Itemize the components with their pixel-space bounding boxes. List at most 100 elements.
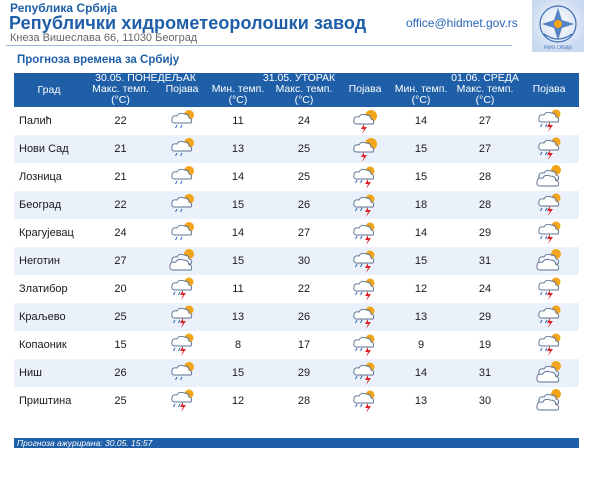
max-temp-cell: 27 — [84, 247, 157, 275]
max-temp-header: Макс. темп. (°C) — [84, 84, 157, 107]
max-temp-cell: 29 — [451, 303, 520, 331]
cloud-storm-icon — [519, 219, 580, 247]
partly-cloudy-icon — [519, 163, 580, 191]
min-temp-cell: 14 — [391, 359, 452, 387]
storm-icon — [339, 163, 392, 191]
max-temp-cell: 24 — [451, 275, 520, 303]
storm-icon — [339, 191, 392, 219]
storm-icon — [339, 359, 392, 387]
partly-cloudy-rain-icon — [157, 359, 207, 387]
storm-icon — [339, 219, 392, 247]
min-temp-cell: 15 — [207, 359, 269, 387]
max-temp-cell: 22 — [269, 275, 339, 303]
city-name: Крагујевац — [14, 219, 84, 247]
min-temp-cell: 13 — [391, 303, 452, 331]
max-temp-cell: 29 — [269, 359, 339, 387]
max-temp-cell: 19 — [451, 331, 520, 359]
max-temp-cell: 25 — [84, 303, 157, 331]
max-temp-cell: 26 — [269, 303, 339, 331]
site-header: Република Србија Републички хидрометеоро… — [0, 0, 592, 60]
city-name: Краљево — [14, 303, 84, 331]
max-temp-cell: 21 — [84, 135, 157, 163]
max-temp-cell: 28 — [451, 191, 520, 219]
day-header-1: 30.05. ПОНЕДЕЉАК — [84, 73, 207, 84]
max-temp-header: Макс. темп. (°C) — [451, 84, 520, 107]
max-temp-cell: 26 — [269, 191, 339, 219]
max-temp-cell: 27 — [451, 107, 520, 135]
partly-cloudy-icon — [157, 247, 207, 275]
min-temp-cell: 11 — [207, 275, 269, 303]
max-temp-header: Макс. темп. (°C) — [269, 84, 339, 107]
phenomenon-header: Појава — [519, 84, 580, 107]
day-header-2: 31.05. УТОРАК — [207, 73, 392, 84]
table-row: Неготин 27 15 30 15 31 — [14, 247, 580, 275]
cloud-storm-icon — [157, 331, 207, 359]
partly-cloudy-rain-icon — [157, 135, 207, 163]
min-temp-cell: 14 — [391, 107, 452, 135]
table-row: Копаоник 15 8 17 9 19 — [14, 331, 580, 359]
partly-cloudy-rain-icon — [157, 191, 207, 219]
email-link[interactable]: office@hidmet.gov.rs — [406, 16, 518, 30]
max-temp-cell: 25 — [84, 387, 157, 415]
min-temp-cell: 14 — [207, 163, 269, 191]
city-header: Град — [14, 73, 84, 107]
institute-logo-icon[interactable]: РХМЗ СРБИЈЕ — [532, 0, 584, 52]
partly-cloudy-icon — [519, 387, 580, 415]
table-row: Златибор 20 11 22 12 24 — [14, 275, 580, 303]
table-row: Ниш 26 15 29 14 31 — [14, 359, 580, 387]
min-temp-cell: 15 — [207, 247, 269, 275]
city-name: Копаоник — [14, 331, 84, 359]
storm-icon — [339, 247, 392, 275]
min-temp-cell: 14 — [391, 219, 452, 247]
update-footer: Прогноза ажурирана: 30.05. 15:57 — [14, 438, 579, 448]
storm-icon — [339, 387, 392, 415]
max-temp-cell: 26 — [84, 359, 157, 387]
max-temp-cell: 22 — [84, 191, 157, 219]
min-temp-cell: 12 — [207, 387, 269, 415]
max-temp-cell: 28 — [269, 387, 339, 415]
min-temp-cell: 15 — [391, 135, 452, 163]
table-row: Крагујевац 24 14 27 14 29 — [14, 219, 580, 247]
min-temp-cell: 14 — [207, 219, 269, 247]
partly-cloudy-rain-icon — [157, 163, 207, 191]
cloud-storm-icon — [157, 275, 207, 303]
max-temp-cell: 28 — [451, 163, 520, 191]
table-row: Лозница 21 14 25 15 28 — [14, 163, 580, 191]
max-temp-cell: 22 — [84, 107, 157, 135]
storm-icon — [339, 303, 392, 331]
max-temp-cell: 31 — [451, 359, 520, 387]
cloud-storm-icon — [157, 387, 207, 415]
address-text: Кнеза Вишеслава 66, 11030 Београд — [10, 32, 198, 44]
max-temp-cell: 25 — [269, 135, 339, 163]
city-name: Нови Сад — [14, 135, 84, 163]
max-temp-cell: 27 — [451, 135, 520, 163]
cloud-storm-icon — [519, 135, 580, 163]
min-temp-header: Мин. темп. (°C) — [391, 84, 452, 107]
min-temp-cell: 18 — [391, 191, 452, 219]
max-temp-cell: 29 — [451, 219, 520, 247]
update-label: Прогноза ажурирана: — [17, 438, 103, 448]
city-name: Београд — [14, 191, 84, 219]
max-temp-cell: 30 — [269, 247, 339, 275]
table-row: Нови Сад 21 13 25 15 27 — [14, 135, 580, 163]
max-temp-cell: 24 — [269, 107, 339, 135]
cloud-storm-icon — [157, 303, 207, 331]
cloud-storm-icon — [519, 275, 580, 303]
min-temp-cell: 13 — [207, 303, 269, 331]
min-temp-cell: 8 — [207, 331, 269, 359]
day-header-3: 01.06. СРЕДА — [391, 73, 580, 84]
city-name: Лозница — [14, 163, 84, 191]
storm-icon — [339, 275, 392, 303]
min-temp-cell: 13 — [207, 135, 269, 163]
cloud-storm-icon — [519, 303, 580, 331]
partly-cloudy-icon — [519, 247, 580, 275]
cloud-storm-icon — [519, 331, 580, 359]
partly-cloudy-rain-icon — [157, 107, 207, 135]
max-temp-cell: 21 — [84, 163, 157, 191]
city-name: Неготин — [14, 247, 84, 275]
update-time: 30.05. 15:57 — [105, 438, 153, 448]
min-temp-cell: 15 — [207, 191, 269, 219]
institute-title[interactable]: Републички хидрометеоролошки завод — [9, 13, 367, 33]
max-temp-cell: 15 — [84, 331, 157, 359]
storm-icon — [339, 331, 392, 359]
